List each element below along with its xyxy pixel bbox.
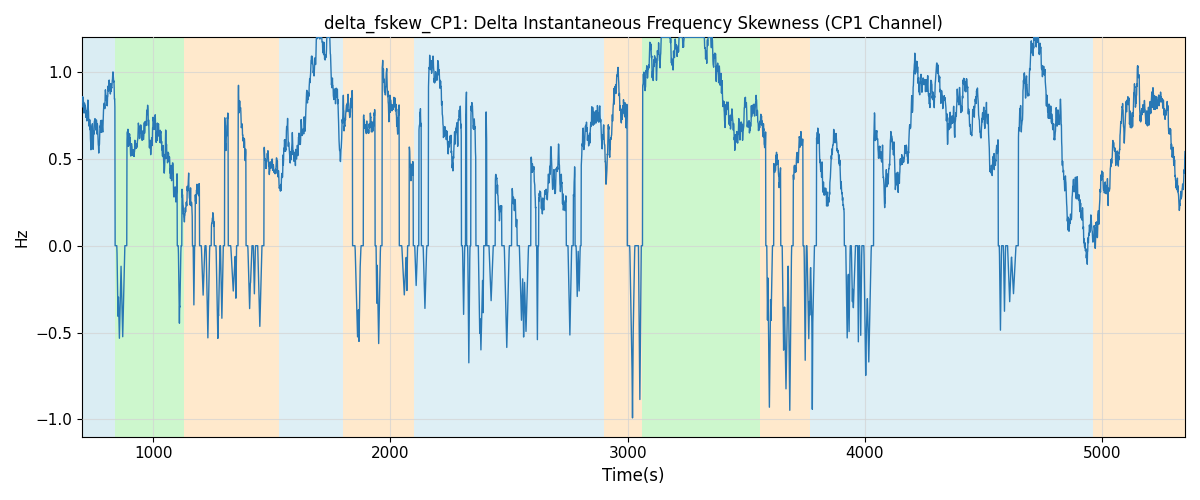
Bar <box>761 38 810 436</box>
Bar <box>604 38 642 436</box>
Bar <box>414 38 604 436</box>
Bar <box>280 38 343 436</box>
Y-axis label: Hz: Hz <box>14 228 30 247</box>
Bar <box>184 38 280 436</box>
Bar <box>343 38 414 436</box>
Bar <box>995 38 1092 436</box>
Title: delta_fskew_CP1: Delta Instantaneous Frequency Skewness (CP1 Channel): delta_fskew_CP1: Delta Instantaneous Fre… <box>324 15 943 34</box>
Bar <box>82 38 115 436</box>
Bar <box>115 38 184 436</box>
Bar <box>1092 38 1186 436</box>
X-axis label: Time(s): Time(s) <box>602 467 665 485</box>
Bar <box>642 38 761 436</box>
Bar <box>810 38 995 436</box>
